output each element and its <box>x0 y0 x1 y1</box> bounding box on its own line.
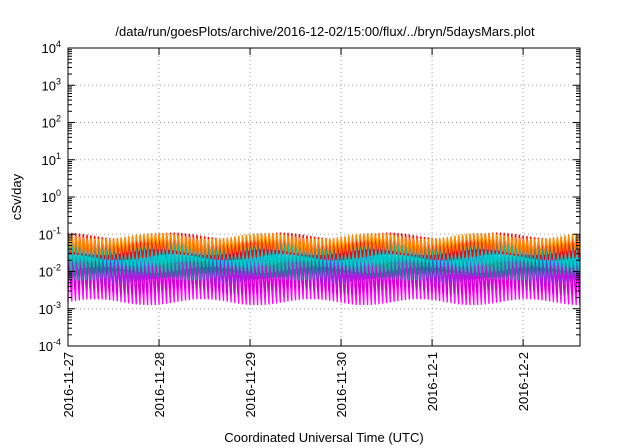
series-line <box>67 232 581 256</box>
x-tick-label: 2016-11-30 <box>334 352 349 418</box>
x-tick-label: 2016-12-1 <box>425 352 440 411</box>
y-tick-label: 104 <box>42 39 61 56</box>
y-tick-label: 103 <box>42 76 61 93</box>
y-tick-label: 102 <box>42 114 61 131</box>
x-tick-label: 2016-12-2 <box>516 352 531 411</box>
y-tick-label: 10-4 <box>39 337 61 354</box>
x-tick-label: 2016-11-29 <box>243 352 258 418</box>
y-tick-label: 100 <box>42 188 61 205</box>
y-tick-label: 101 <box>42 151 61 168</box>
x-tick-label: 2016-11-28 <box>152 352 167 418</box>
y-tick-label: 10-1 <box>39 225 61 242</box>
x-axis: 2016-11-27 2016-11-28 2016-11-29 2016-11-30… <box>61 48 531 418</box>
chart-title: /data/run/goesPlots/archive/2016-12-02/1… <box>115 24 535 39</box>
y-axis-label: cSv/day <box>9 173 24 220</box>
y-tick-label: 10-2 <box>39 263 61 280</box>
series-group <box>67 232 581 306</box>
y-tick-label: 10-3 <box>39 300 61 317</box>
grid <box>68 48 580 346</box>
x-axis-label: Coordinated Universal Time (UTC) <box>224 430 423 445</box>
y-axis: 10-4 10-3 10-2 10-1 100 101 102 103 104 <box>39 39 580 354</box>
x-tick-label: 2016-11-27 <box>61 352 76 418</box>
